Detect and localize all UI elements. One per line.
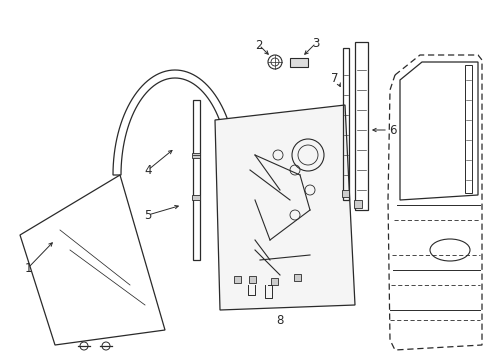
Text: 5: 5	[144, 208, 151, 221]
Polygon shape	[215, 105, 354, 310]
Text: 8: 8	[276, 314, 283, 327]
Bar	[270, 278, 278, 285]
Bar	[234, 276, 241, 283]
Text: 6: 6	[388, 123, 396, 136]
Text: 3: 3	[312, 36, 319, 50]
Bar	[293, 274, 301, 281]
Text: 7: 7	[330, 72, 338, 85]
Text: 4: 4	[144, 163, 151, 176]
Bar	[341, 190, 348, 197]
Bar	[248, 276, 256, 283]
Text: 1: 1	[24, 261, 32, 274]
Bar	[192, 153, 200, 158]
Bar	[353, 200, 361, 208]
Bar	[289, 58, 307, 67]
Text: 2: 2	[255, 39, 262, 51]
Bar	[192, 195, 200, 200]
